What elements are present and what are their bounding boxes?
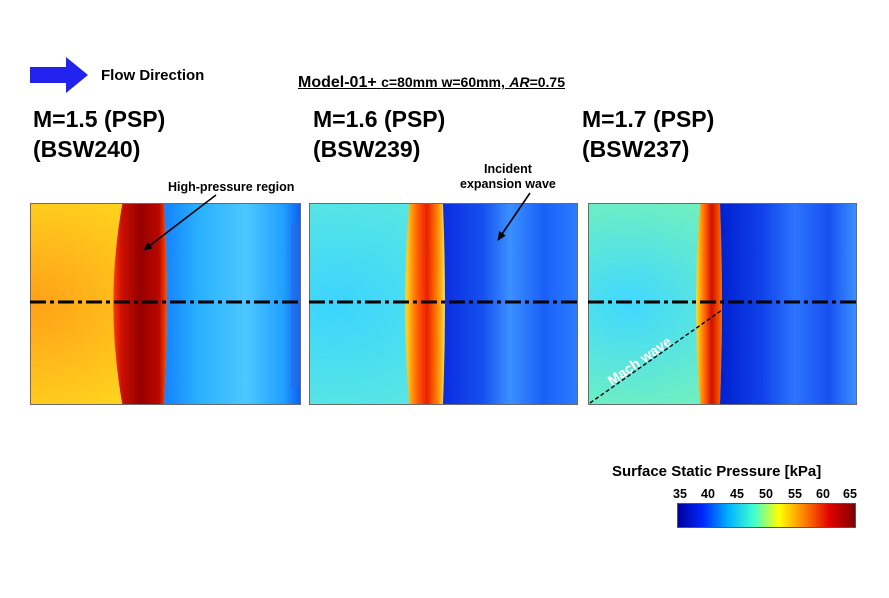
model-name: Model-01+ bbox=[298, 74, 377, 91]
model-title: Model-01+ c=80mm w=60mm, AR=0.75 bbox=[298, 74, 565, 92]
flow-direction-label: Flow Direction bbox=[101, 67, 205, 84]
incident-callout-line2: expansion wave bbox=[460, 177, 556, 191]
colorbar-tick-65: 65 bbox=[843, 487, 857, 501]
aspect-ratio-label: AR bbox=[509, 74, 530, 90]
psp-panel-m17 bbox=[588, 203, 857, 405]
colorbar-tick-55: 55 bbox=[788, 487, 802, 501]
model-params: c=80mm w=60mm, bbox=[381, 74, 505, 90]
case-run-3: (BSW237) bbox=[582, 136, 690, 162]
colorbar-title: Surface Static Pressure [kPa] bbox=[612, 463, 822, 480]
psp-panel-m16 bbox=[309, 203, 578, 405]
case-mach-3: M=1.7 (PSP) bbox=[582, 106, 715, 132]
incident-expansion-callout: Incident expansion wave bbox=[460, 162, 556, 192]
colorbar-tick-45: 45 bbox=[730, 487, 744, 501]
case-run-1: (BSW240) bbox=[33, 136, 141, 162]
case-mach-2: M=1.6 (PSP) bbox=[313, 106, 446, 132]
colorbar-scale bbox=[677, 503, 856, 528]
colorbar-tick-40: 40 bbox=[701, 487, 715, 501]
case-run-2: (BSW239) bbox=[313, 136, 421, 162]
colorbar-tick-50: 50 bbox=[759, 487, 773, 501]
case-title-1: M=1.5 (PSP) (BSW240) bbox=[33, 104, 165, 164]
high-pressure-callout: High-pressure region bbox=[168, 180, 295, 194]
flow-direction-arrow-icon bbox=[30, 57, 88, 93]
colorbar-tick-35: 35 bbox=[673, 487, 687, 501]
case-mach-1: M=1.5 (PSP) bbox=[33, 106, 166, 132]
case-title-2: M=1.6 (PSP) (BSW239) bbox=[313, 104, 445, 164]
aspect-ratio-value: =0.75 bbox=[529, 74, 566, 90]
incident-callout-line1: Incident bbox=[483, 162, 532, 176]
case-title-3: M=1.7 (PSP) (BSW237) bbox=[582, 104, 714, 164]
colorbar-tick-60: 60 bbox=[816, 487, 830, 501]
psp-panel-m15 bbox=[30, 203, 301, 405]
